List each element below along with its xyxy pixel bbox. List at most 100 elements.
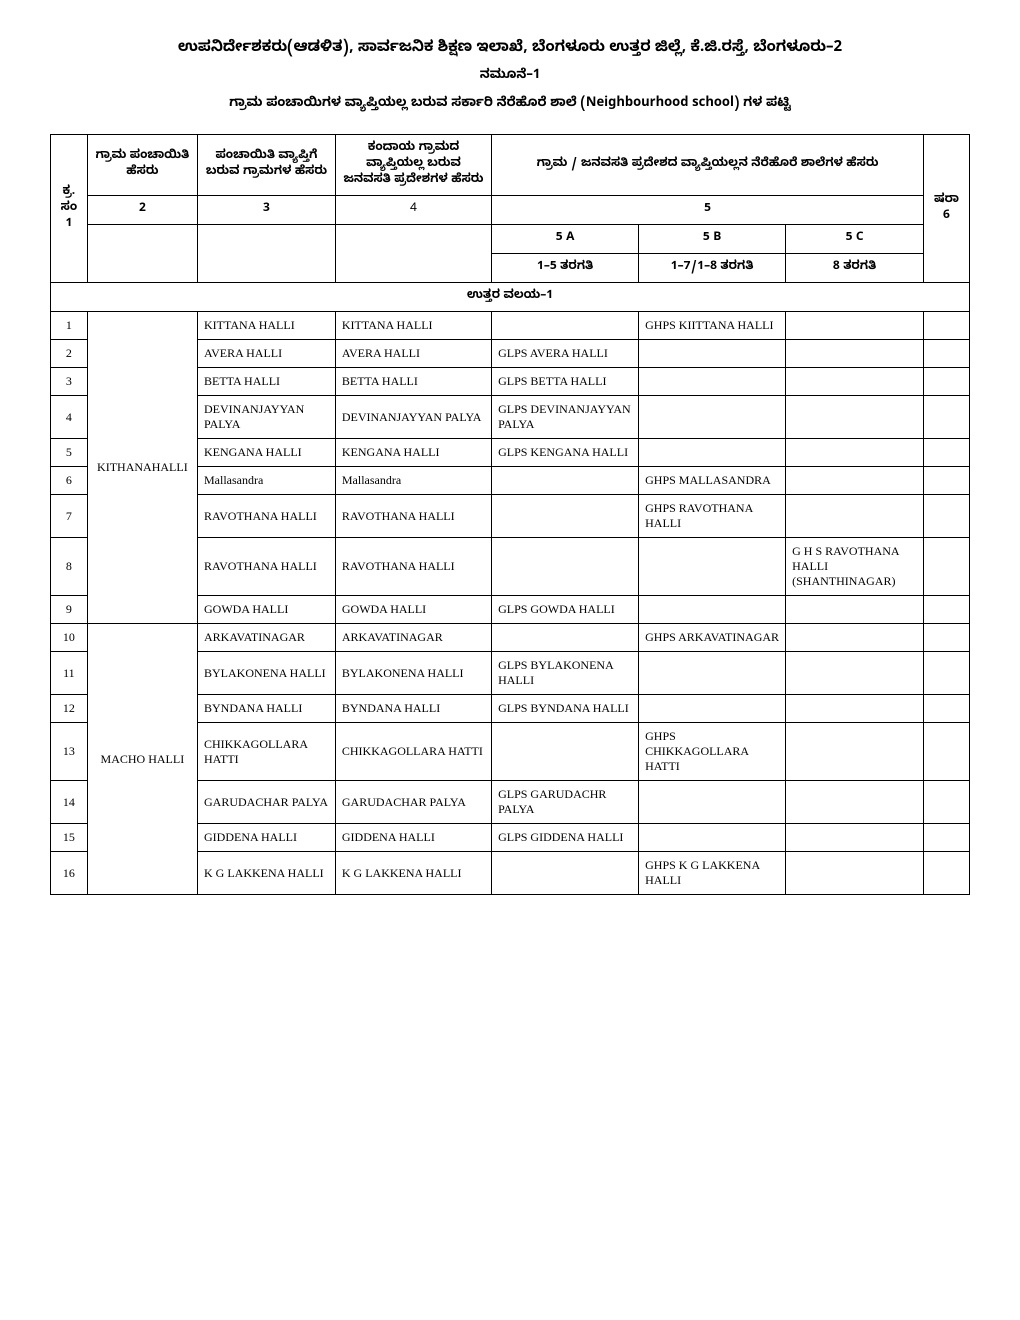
cell-b xyxy=(639,596,786,624)
cell-rev: K G LAKKENA HALLI xyxy=(335,852,491,895)
cell-a xyxy=(492,495,639,538)
cell-sn: 9 xyxy=(51,596,88,624)
cell-c xyxy=(786,652,924,695)
cell-a xyxy=(492,467,639,495)
cell-c xyxy=(786,624,924,652)
col-header-remarks: ಷರಾ6 xyxy=(923,135,969,283)
cell-rev: BYNDANA HALLI xyxy=(335,695,491,723)
cell-c xyxy=(786,396,924,439)
cell-b: GHPS RAVOTHANA HALLI xyxy=(639,495,786,538)
page-title: ಉಪನಿರ್ದೇಶಕರು(ಆಡಳಿತ), ಸಾರ್ವಜನಿಕ ಶಿಕ್ಷಣ ಇಲ… xyxy=(50,40,970,60)
cell-remarks xyxy=(923,538,969,596)
cell-rev: BYLAKONENA HALLI xyxy=(335,652,491,695)
table-row: 1KITHANAHALLIKITTANA HALLIKITTANA HALLIG… xyxy=(51,312,970,340)
col-num-4: 4 xyxy=(335,196,491,225)
cell-a: GLPS BYNDANA HALLI xyxy=(492,695,639,723)
cell-sn: 4 xyxy=(51,396,88,439)
header-row-2: 2 3 4 5 xyxy=(51,196,970,225)
cell-remarks xyxy=(923,596,969,624)
cell-sn: 6 xyxy=(51,467,88,495)
col-header-vil: ಪಂಚಾಯಿತಿ ವ್ಯಾಪ್ತಿಗೆ ಬರುವ ಗ್ರಾಮಗಳ ಹೆಸರು xyxy=(198,135,336,196)
cell-rev: RAVOTHANA HALLI xyxy=(335,495,491,538)
cell-rev: KITTANA HALLI xyxy=(335,312,491,340)
cell-a xyxy=(492,312,639,340)
cell-remarks xyxy=(923,368,969,396)
col-5c: 5 C xyxy=(786,225,924,254)
cell-sn: 15 xyxy=(51,824,88,852)
cell-remarks xyxy=(923,652,969,695)
cell-c xyxy=(786,824,924,852)
cell-b: GHPS CHIKKAGOLLARA HATTI xyxy=(639,723,786,781)
cell-b xyxy=(639,368,786,396)
col-5a-grade: 1–5 ತರಗತಿ xyxy=(492,254,639,283)
section-title: ಉತ್ತರ ವಲಯ–1 xyxy=(51,283,970,312)
col-header-schools: ಗ್ರಾಮ / ಜನವಸತಿ ಪ್ರದೇಶದ ವ್ಯಾಪ್ತಿಯಲ್ಲನ ನೆರ… xyxy=(492,135,924,196)
cell-c xyxy=(786,596,924,624)
col-num-5: 5 xyxy=(492,196,924,225)
blank-vil xyxy=(198,225,336,283)
cell-a xyxy=(492,624,639,652)
cell-remarks xyxy=(923,467,969,495)
cell-sn: 12 xyxy=(51,695,88,723)
cell-c xyxy=(786,695,924,723)
cell-vil: ARKAVATINAGAR xyxy=(198,624,336,652)
cell-remarks xyxy=(923,340,969,368)
cell-sn: 8 xyxy=(51,538,88,596)
cell-b xyxy=(639,695,786,723)
cell-a: GLPS BETTA HALLI xyxy=(492,368,639,396)
col-num-2: 2 xyxy=(87,196,197,225)
cell-vil: DEVINANJAYYAN PALYA xyxy=(198,396,336,439)
cell-vil: BYLAKONENA HALLI xyxy=(198,652,336,695)
col-header-sn: ಕ್ರ.ಸಂ1 xyxy=(51,135,88,283)
cell-sn: 14 xyxy=(51,781,88,824)
cell-rev: GIDDENA HALLI xyxy=(335,824,491,852)
cell-vil: KITTANA HALLI xyxy=(198,312,336,340)
cell-gp: KITHANAHALLI xyxy=(87,312,197,624)
cell-c: G H S RAVOTHANA HALLI (SHANTHINAGAR) xyxy=(786,538,924,596)
cell-remarks xyxy=(923,695,969,723)
cell-a: GLPS GARUDACHR PALYA xyxy=(492,781,639,824)
cell-rev: GOWDA HALLI xyxy=(335,596,491,624)
cell-c xyxy=(786,723,924,781)
cell-vil: Mallasandra xyxy=(198,467,336,495)
blank-rev xyxy=(335,225,491,283)
cell-remarks xyxy=(923,439,969,467)
cell-a: GLPS DEVINANJAYYAN PALYA xyxy=(492,396,639,439)
table-row: 10MACHO HALLIARKAVATINAGARARKAVATINAGARG… xyxy=(51,624,970,652)
cell-c xyxy=(786,368,924,396)
cell-rev: KENGANA HALLI xyxy=(335,439,491,467)
cell-a: GLPS BYLAKONENA HALLI xyxy=(492,652,639,695)
col-num-3: 3 xyxy=(198,196,336,225)
header-row-1: ಕ್ರ.ಸಂ1 ಗ್ರಾಮ ಪಂಚಾಯಿತಿ ಹೆಸರು ಪಂಚಾಯಿತಿ ವ್… xyxy=(51,135,970,196)
cell-a: GLPS GOWDA HALLI xyxy=(492,596,639,624)
cell-vil: K G LAKKENA HALLI xyxy=(198,852,336,895)
cell-b: GHPS ARKAVATINAGAR xyxy=(639,624,786,652)
cell-vil: CHIKKAGOLLARA HATTI xyxy=(198,723,336,781)
cell-a: GLPS KENGANA HALLI xyxy=(492,439,639,467)
cell-c xyxy=(786,439,924,467)
cell-b xyxy=(639,538,786,596)
cell-gp: MACHO HALLI xyxy=(87,624,197,895)
cell-b xyxy=(639,824,786,852)
cell-rev: RAVOTHANA HALLI xyxy=(335,538,491,596)
cell-b: GHPS MALLASANDRA xyxy=(639,467,786,495)
cell-sn: 10 xyxy=(51,624,88,652)
cell-sn: 5 xyxy=(51,439,88,467)
page-subtitle: ನಮೂನೆ–1 xyxy=(50,68,970,86)
cell-a: GLPS GIDDENA HALLI xyxy=(492,824,639,852)
cell-sn: 7 xyxy=(51,495,88,538)
col-5c-grade: 8 ತರಗತಿ xyxy=(786,254,924,283)
cell-c xyxy=(786,495,924,538)
cell-b xyxy=(639,781,786,824)
cell-sn: 1 xyxy=(51,312,88,340)
cell-remarks xyxy=(923,723,969,781)
cell-sn: 13 xyxy=(51,723,88,781)
cell-sn: 3 xyxy=(51,368,88,396)
cell-rev: ARKAVATINAGAR xyxy=(335,624,491,652)
cell-vil: BYNDANA HALLI xyxy=(198,695,336,723)
cell-vil: AVERA HALLI xyxy=(198,340,336,368)
cell-c xyxy=(786,852,924,895)
cell-vil: GARUDACHAR PALYA xyxy=(198,781,336,824)
cell-vil: RAVOTHANA HALLI xyxy=(198,538,336,596)
table-title: ಗ್ರಾಮ ಪಂಚಾಯಿಗಳ ವ್ಯಾಪ್ತಿಯಲ್ಲ ಬರುವ ಸರ್ಕಾರಿ… xyxy=(50,96,970,114)
